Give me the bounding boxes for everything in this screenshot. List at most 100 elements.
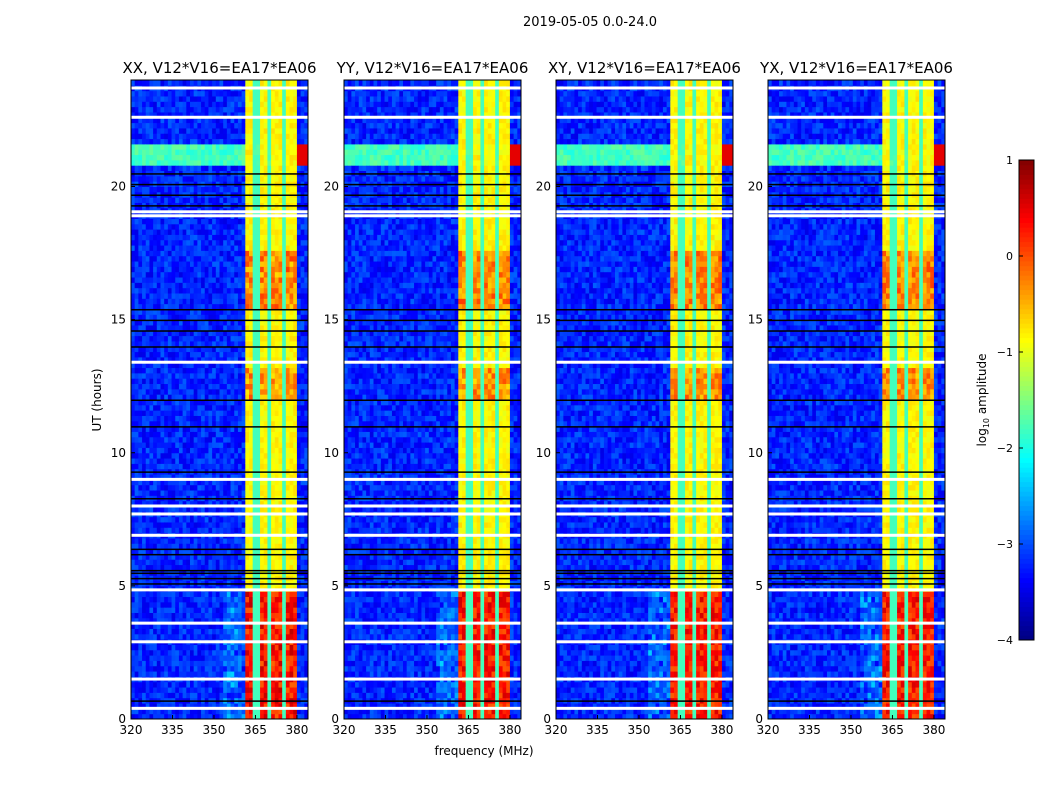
- heatmap-cell: [245, 138, 250, 145]
- heatmap-cell: [245, 394, 250, 400]
- heatmap-cell: [204, 287, 209, 294]
- heatmap-cell: [274, 607, 279, 613]
- heatmap-cell: [208, 229, 213, 235]
- heatmap-cell: [245, 90, 250, 97]
- heatmap-cell: [160, 303, 165, 310]
- heatmap-cell: [171, 261, 176, 267]
- heatmap-cell: [201, 154, 206, 161]
- heatmap-cell: [274, 223, 279, 230]
- heatmap-cell: [249, 362, 254, 369]
- heatmap-cell: [260, 548, 265, 555]
- heatmap-cell: [186, 623, 191, 629]
- heatmap-cell: [249, 447, 254, 454]
- heatmap-cell: [237, 708, 243, 715]
- heatmap-cell: [167, 250, 173, 257]
- heatmap-cell: [178, 633, 184, 640]
- heatmap-cell: [167, 159, 173, 166]
- heatmap-cell: [256, 261, 261, 267]
- heatmap-cell: [153, 591, 158, 598]
- heatmap-cell: [252, 143, 257, 150]
- heatmap-cell: [278, 436, 283, 443]
- heatmap-cell: [245, 229, 250, 235]
- heatmap-cell: [201, 484, 206, 491]
- heatmap-cell: [252, 223, 257, 230]
- heatmap-cell: [201, 223, 206, 230]
- heatmap-cell: [282, 537, 287, 544]
- heatmap-cell: [190, 596, 195, 603]
- heatmap-cell: [175, 266, 180, 273]
- heatmap-cell: [197, 282, 202, 289]
- heatmap-cell: [153, 484, 158, 491]
- heatmap-cell: [142, 314, 147, 321]
- heatmap-cell: [230, 266, 235, 273]
- heatmap-cell: [215, 612, 220, 619]
- heatmap-cell: [252, 303, 257, 310]
- heatmap-cell: [142, 234, 147, 241]
- heatmap-cell: [186, 692, 191, 699]
- heatmap-cell: [219, 175, 224, 182]
- heatmap-cell: [160, 90, 165, 97]
- heatmap-cell: [241, 165, 246, 172]
- heatmap-cell: [252, 447, 257, 454]
- heatmap-cell: [245, 154, 250, 161]
- heatmap-cell: [149, 442, 154, 448]
- heatmap-cell: [245, 356, 250, 363]
- heatmap-cell: [249, 388, 254, 395]
- heatmap-cell: [197, 383, 202, 390]
- heatmap-cell: [271, 543, 276, 550]
- heatmap-cell: [186, 308, 191, 315]
- heatmap-cell: [182, 681, 187, 688]
- heatmap-cell: [267, 175, 272, 182]
- heatmap-cell: [204, 596, 209, 603]
- heatmap-cell: [160, 404, 165, 411]
- heatmap-cell: [171, 681, 176, 688]
- heatmap-cell: [256, 452, 261, 459]
- heatmap-cell: [260, 117, 265, 124]
- heatmap-cell: [201, 80, 206, 86]
- heatmap-cell: [256, 623, 261, 629]
- heatmap-cell: [219, 229, 224, 235]
- heatmap-cell: [175, 175, 180, 182]
- heatmap-cell: [149, 516, 154, 523]
- heatmap-cell: [149, 458, 154, 464]
- heatmap-cell: [160, 564, 165, 571]
- heatmap-cell: [160, 319, 165, 326]
- heatmap-cell: [201, 553, 206, 560]
- heatmap-cell: [219, 271, 224, 278]
- heatmap-cell: [245, 378, 250, 385]
- heatmap-cell: [263, 250, 268, 257]
- heatmap-cell: [215, 282, 220, 289]
- heatmap-cell: [271, 138, 276, 145]
- heatmap-cell: [171, 415, 176, 422]
- heatmap-cell: [160, 537, 165, 544]
- heatmap-cell: [149, 553, 154, 560]
- heatmap-cell: [160, 314, 165, 321]
- heatmap-cell: [252, 287, 257, 294]
- heatmap-cell: [153, 442, 158, 448]
- heatmap-cell: [212, 159, 217, 166]
- heatmap-cell: [201, 239, 206, 246]
- heatmap-cell: [197, 154, 202, 161]
- heatmap-cell: [138, 537, 143, 544]
- heatmap-cell: [278, 287, 283, 294]
- heatmap-cell: [274, 186, 279, 193]
- heatmap-cell: [252, 399, 257, 406]
- heatmap-cell: [178, 458, 184, 464]
- heatmap-cell: [201, 356, 206, 363]
- heatmap-cell: [252, 324, 257, 331]
- heatmap-cell: [160, 133, 165, 140]
- heatmap-cell: [160, 463, 165, 470]
- heatmap-cell: [134, 426, 139, 432]
- heatmap-cell: [219, 117, 224, 124]
- heatmap-cell: [204, 404, 209, 411]
- heatmap-cell: [241, 282, 246, 289]
- heatmap-cell: [171, 399, 176, 406]
- heatmap-cell: [186, 506, 191, 512]
- heatmap-cell: [142, 479, 147, 486]
- heatmap-cell: [131, 106, 136, 113]
- heatmap-cell: [142, 80, 147, 86]
- heatmap-cell: [212, 399, 217, 406]
- heatmap-cell: [274, 474, 279, 480]
- heatmap-cell: [178, 346, 184, 353]
- heatmap-cell: [186, 324, 191, 331]
